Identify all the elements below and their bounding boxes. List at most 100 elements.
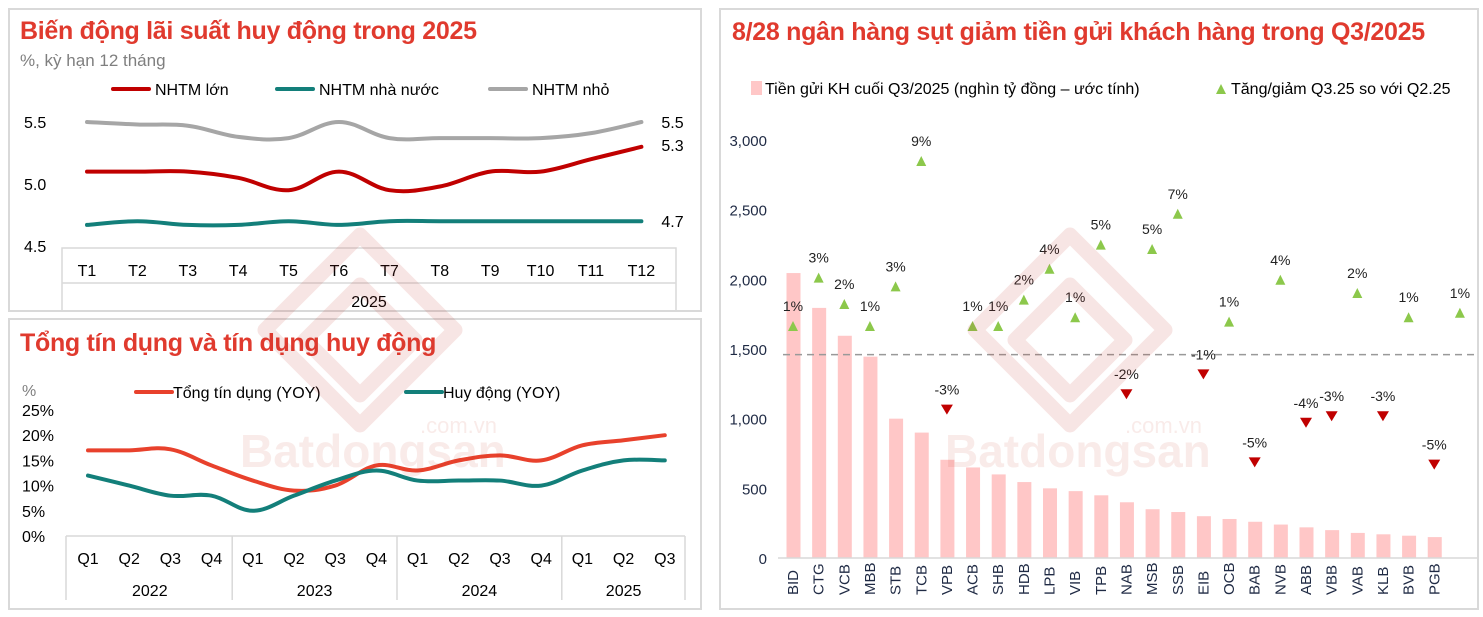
bar-abb [1299, 527, 1314, 558]
x-tick-label: NVB [1272, 564, 1289, 595]
up-triangle-icon [1352, 288, 1363, 298]
bar-bvb [1402, 535, 1417, 558]
series-line-1 [85, 218, 644, 228]
series-line-0 [86, 433, 667, 493]
up-triangle-icon [1095, 239, 1106, 250]
up-triangle-icon [1454, 307, 1465, 318]
y-tick-label: 2,500 [729, 203, 767, 220]
interest-rate-chart-title: Biến động lãi suất huy động trong 2025 [20, 17, 477, 45]
change-data-label: -3% [934, 382, 959, 398]
x-tick-label: T3 [178, 263, 197, 280]
change-data-label: 2% [834, 276, 854, 292]
bar-stb [889, 418, 904, 558]
down-triangle-icon [1376, 411, 1389, 422]
x-tick-label: VCB [836, 564, 853, 595]
x-axis-group-label: 2023 [297, 583, 333, 600]
x-tick-label: Q3 [325, 551, 346, 568]
change-data-label: 1% [783, 298, 803, 314]
up-triangle-icon [788, 321, 798, 331]
change-data-label: 3% [885, 258, 905, 274]
x-tick-label: Q4 [366, 551, 387, 568]
credit-growth-line-chart: % Tổng tín dụng (YOY) Huy động (YOY) 25% 20%… [22, 383, 686, 600]
down-triangle-icon [1120, 389, 1133, 400]
up-triangle-icon [890, 281, 901, 292]
x-tick-label: T5 [279, 263, 298, 280]
interest-rate-chart-panel: Biến động lãi suất huy động trong 2025 %… [8, 8, 702, 312]
x-tick-label: OCB [1221, 562, 1238, 595]
x-tick-label: Q3 [654, 551, 675, 568]
interest-rate-line-chart: NHTM lớn NHTM nhà nước NHTM nhỏ 5.5 5.0 4.5 T1… [24, 82, 684, 310]
up-triangle-icon [1044, 263, 1055, 274]
x-tick-label: HDB [1016, 563, 1033, 595]
legend-label: NHTM lớn [155, 82, 229, 99]
x-tick-label: Q2 [119, 551, 140, 568]
change-data-label: -3% [1370, 388, 1395, 404]
x-axis-frame [61, 247, 677, 310]
down-triangle-icon [1248, 457, 1261, 468]
end-data-label: 5.3 [661, 138, 683, 155]
x-tick-label: TCB [913, 565, 930, 595]
x-tick-label: BID [785, 570, 802, 595]
y-tick-label: 25% [22, 403, 54, 420]
change-data-label: 4% [1270, 252, 1290, 268]
y-tick-label: 1,500 [729, 342, 767, 359]
y-tick-label: 0 [759, 551, 767, 568]
down-triangle-icon [1325, 411, 1338, 422]
x-tick-label: Q2 [448, 551, 469, 568]
bar-nvb [1273, 524, 1288, 558]
change-data-label: -2% [1114, 366, 1139, 382]
x-tick-label: PGB [1426, 563, 1443, 595]
x-tick-label: EIB [1195, 571, 1212, 595]
up-triangle-icon [839, 299, 850, 309]
bar-klb [1376, 534, 1391, 558]
bar-vab [1350, 532, 1365, 558]
x-tick-label: T2 [128, 263, 147, 280]
x-axis-group-label: 2024 [462, 583, 498, 600]
x-tick-label: MSB [1144, 562, 1161, 595]
x-axis-group-label: 2025 [606, 583, 642, 600]
x-tick-label: SSB [1170, 565, 1187, 595]
change-data-label: 5% [1142, 221, 1162, 237]
x-tick-label: ABB [1298, 565, 1315, 595]
x-tick-label: Q1 [407, 551, 428, 568]
up-triangle-icon [967, 321, 978, 331]
y-tick-label: 5.0 [24, 177, 46, 194]
x-tick-label: T6 [330, 263, 349, 280]
x-tick-label: T9 [481, 263, 500, 280]
x-tick-label: TPB [1093, 566, 1110, 595]
x-tick-label: Q2 [613, 551, 634, 568]
bar-tcb [914, 432, 929, 558]
bar-msb [1145, 509, 1160, 558]
y-tick-label: 1,000 [729, 412, 767, 429]
x-tick-label: VBB [1324, 565, 1341, 595]
change-data-label: -4% [1294, 395, 1319, 411]
y-tick-label: 3,000 [729, 133, 767, 150]
up-triangle-icon [1172, 208, 1183, 219]
change-data-label: 2% [1347, 265, 1367, 281]
up-triangle-icon [993, 321, 1004, 331]
x-tick-label: T11 [578, 263, 604, 280]
bar-nab [1119, 502, 1134, 558]
up-triangle-icon [1070, 312, 1081, 323]
deposit-chart-title: 8/28 ngân hàng sụt giảm tiền gửi khách h… [732, 18, 1425, 46]
bar-acb [966, 467, 981, 558]
y-tick-label: 2,000 [729, 272, 767, 289]
bar-ocb [1222, 518, 1237, 558]
change-data-label: 1% [1398, 289, 1418, 305]
change-data-label: -3% [1319, 388, 1344, 404]
legend-swatch-bar [751, 81, 762, 95]
bar-ssb [1171, 512, 1186, 558]
x-tick-label: CTG [811, 563, 828, 595]
down-triangle-icon [1300, 417, 1312, 428]
x-tick-label: MBB [862, 562, 879, 595]
deposit-bar-chart: Tiền gửi KH cuối Q3/2025 (nghìn tỷ đồng … [729, 81, 1477, 595]
y-tick-label: 4.5 [24, 239, 46, 256]
y-tick-label: 5.5 [24, 115, 46, 132]
change-data-label: 9% [911, 133, 931, 149]
change-data-label: 4% [1039, 241, 1059, 257]
change-data-label: -5% [1242, 434, 1267, 450]
bar-vbb [1325, 530, 1340, 558]
change-data-label: 1% [860, 298, 880, 314]
change-data-label: -1% [1191, 346, 1216, 362]
x-tick-label: Q3 [160, 551, 181, 568]
